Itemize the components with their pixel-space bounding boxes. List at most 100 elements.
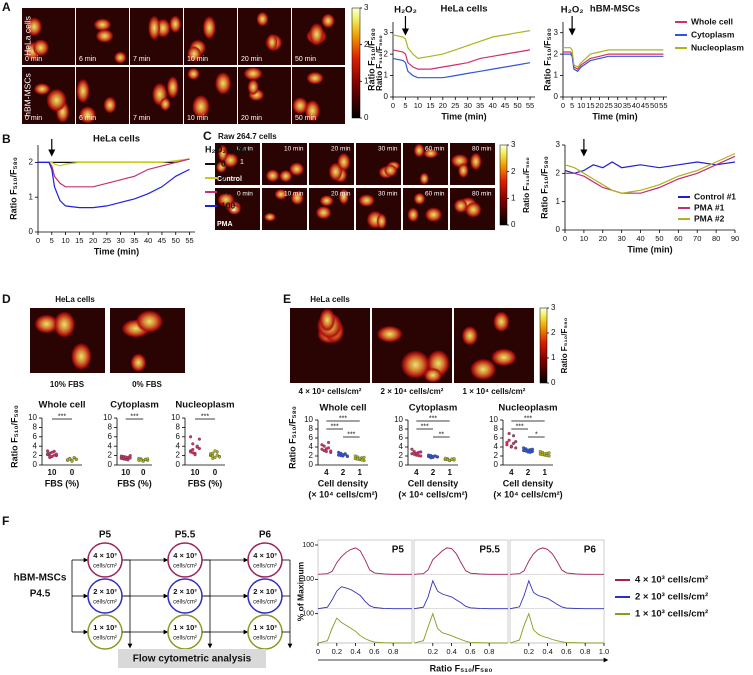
data-point	[507, 438, 511, 442]
x-tick-label: 2	[431, 468, 436, 477]
analysis-box	[118, 649, 266, 668]
chart-title: P5	[392, 545, 405, 556]
x-tick-label: 4	[414, 468, 419, 477]
cell	[358, 194, 375, 207]
cell	[400, 350, 431, 379]
data-point	[322, 444, 326, 448]
image-label: 4 × 10⁴ cells/cm²	[299, 387, 362, 396]
cell	[289, 162, 305, 176]
y-tick-label: 0	[29, 227, 34, 236]
data-point	[72, 455, 76, 460]
y-tick-label: 2	[29, 158, 34, 167]
y-tick-label: 0	[556, 225, 561, 234]
y-axis-label: Ratio F₅₁₀/F₅₈₀	[366, 28, 376, 91]
x-tick-label: 0.6	[369, 647, 379, 656]
image-title: Raw 264.7 cells	[218, 132, 277, 141]
chart-title: Nucleoplasm	[175, 400, 234, 411]
data-point	[429, 456, 433, 460]
series-line	[564, 161, 736, 174]
time-label: 6 min	[79, 56, 96, 63]
density-unit: cells/cm²	[93, 636, 117, 642]
data-point	[543, 452, 547, 456]
x-tick-label: 0	[561, 101, 565, 110]
y-tick-label: 0	[309, 460, 314, 469]
cell	[470, 358, 497, 381]
cell	[319, 308, 336, 332]
cell	[376, 325, 403, 343]
legend-label: PMA #1	[694, 202, 725, 212]
significance-label: ***	[331, 423, 339, 430]
cell	[306, 71, 324, 85]
x-tick-label: 60	[674, 234, 682, 243]
data-point	[507, 431, 511, 436]
cell	[135, 310, 164, 333]
cell	[419, 172, 430, 185]
significance-label: ***	[429, 415, 437, 422]
time-label: 7 min	[133, 56, 150, 63]
data-point	[197, 437, 201, 441]
significance-label: ***	[130, 413, 138, 420]
legend-label: Control #1	[694, 191, 736, 201]
cell	[76, 78, 90, 104]
data-point	[141, 459, 145, 463]
cell	[217, 144, 228, 162]
density-unit: cells/cm²	[93, 600, 117, 606]
x-tick-label: 1	[447, 468, 452, 477]
x-tick-label: 0	[36, 236, 40, 245]
colorbar	[499, 144, 508, 226]
cell	[338, 188, 349, 205]
x-tick-label: 0.4	[542, 647, 552, 656]
colorbar	[539, 307, 548, 384]
cell	[256, 11, 269, 27]
time-label: 30 min	[378, 146, 398, 153]
x-tick-label: 0	[316, 647, 320, 656]
y-tick-label: 100	[302, 542, 314, 549]
y-axis-label: % of Maximum	[295, 561, 305, 621]
y-tick-label: 3	[384, 28, 389, 37]
data-point	[191, 451, 195, 455]
x-tick-label: 4	[324, 468, 329, 477]
x-tick-label: 0.2	[524, 647, 534, 656]
x-tick-label: 30	[464, 101, 472, 110]
density-label: 2 × 10³	[93, 587, 117, 596]
time-label: 80 min	[472, 146, 492, 153]
annotation: H₂O₂	[561, 5, 584, 16]
y-tick-label: 0	[399, 460, 404, 469]
x-tick-label: 0.4	[446, 647, 456, 656]
cell	[169, 15, 182, 33]
y-tick-label: 1	[384, 71, 389, 80]
x-tick-label: 0	[70, 468, 75, 477]
cell	[424, 207, 443, 223]
data-point	[435, 455, 439, 459]
data-point	[191, 442, 195, 446]
data-point	[514, 446, 518, 450]
legend-label: 50	[221, 186, 231, 196]
data-point	[211, 454, 215, 458]
data-point	[146, 457, 150, 461]
panel-label: C	[203, 129, 212, 143]
y-tick-label: 4	[494, 442, 499, 451]
y-tick-label: 10	[304, 415, 313, 424]
series-line	[38, 158, 190, 167]
cell	[457, 162, 469, 178]
chart-title: Cytoplasm	[110, 400, 159, 411]
time-label: 0 min	[237, 191, 253, 198]
y-tick-label: 0	[108, 460, 113, 469]
cell-annotation: 2	[232, 206, 236, 213]
time-label: 10 min	[284, 191, 304, 198]
data-point	[193, 453, 197, 457]
y-tick-label: 0	[494, 460, 499, 469]
time-label: 50 min	[295, 115, 316, 122]
x-tick-label: 45	[501, 101, 509, 110]
y-tick-label: 0	[33, 460, 38, 469]
data-point	[54, 452, 58, 456]
colorbar-tick-label: 3	[364, 3, 369, 12]
culture	[247, 614, 283, 650]
data-point	[514, 440, 518, 444]
time-label: 60 min	[425, 191, 445, 198]
cell	[93, 18, 112, 31]
culture	[167, 578, 203, 614]
colorbar-tick-label: 1	[364, 76, 369, 85]
passage-label: P6	[259, 530, 272, 541]
chart-title: HeLa cells	[93, 134, 140, 145]
